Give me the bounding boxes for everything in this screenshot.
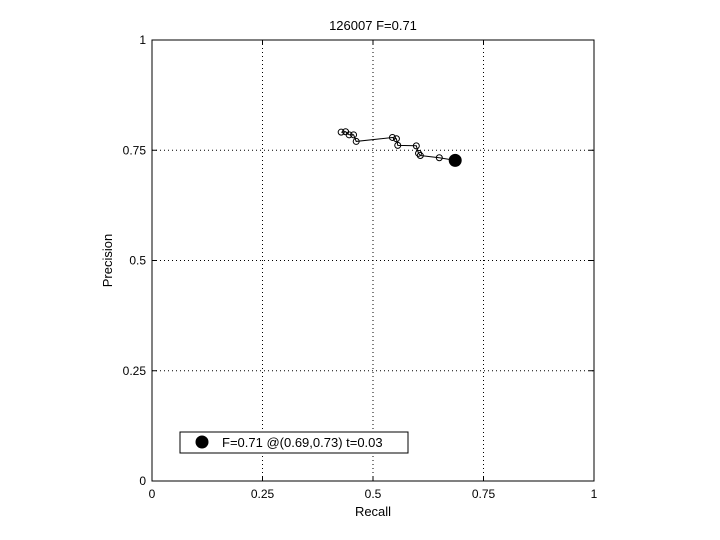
y-tick-label: 0.5 [129,254,146,268]
y-tick-label: 1 [139,33,146,47]
legend-box [179,431,409,454]
data-point [435,154,443,162]
series-layer [337,128,462,167]
chart-title: 126007 F=0.71 [329,18,417,33]
x-tick-label: 0.5 [365,487,382,501]
legend-marker [195,435,209,449]
y-tick-label: 0.75 [123,143,147,157]
x-axis-label: Recall [355,504,391,519]
data-point [345,131,353,139]
data-point [350,131,358,139]
x-tick-label: 0 [149,487,156,501]
y-tick-label: 0.25 [123,364,147,378]
x-tick-label: 1 [591,487,598,501]
axis-ticks: 0 0.25 0.5 0.75 1 0 0.25 0.5 0.75 1 [123,33,598,501]
data-point [388,133,396,141]
legend: F=0.71 @(0.69,0.73) t=0.03 [179,431,409,454]
legend-label: F=0.71 @(0.69,0.73) t=0.03 [222,435,383,450]
data-point [415,149,423,157]
data-point [392,135,400,143]
x-tick-label: 0.25 [251,487,275,501]
data-point [412,142,420,150]
data-point [352,137,360,145]
y-tick-label: 0 [139,474,146,488]
data-point [416,152,424,160]
grid-lines [152,40,594,481]
best-f-point [448,153,462,167]
data-point [394,141,402,149]
x-tick-label: 0.75 [472,487,496,501]
data-point [337,128,345,136]
y-axis-label: Precision [100,234,115,287]
